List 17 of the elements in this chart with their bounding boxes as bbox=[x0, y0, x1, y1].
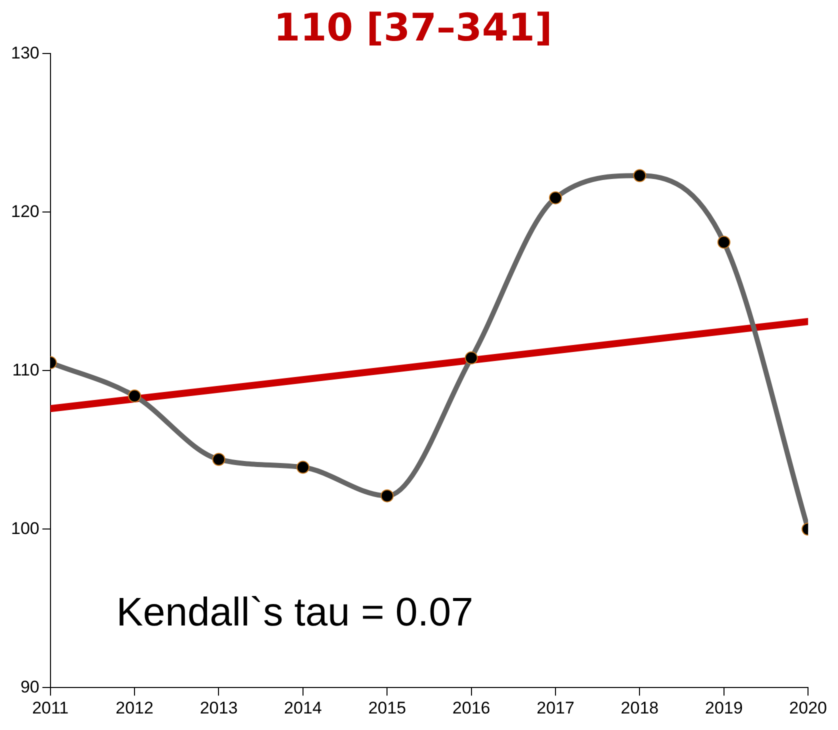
annotation: Kendall`s tau = 0.07 bbox=[116, 590, 474, 635]
x-tick-label: 2017 bbox=[536, 698, 574, 718]
x-tick-label: 2016 bbox=[452, 698, 490, 718]
y-tick-label: 110 bbox=[12, 360, 40, 380]
y-tick-label: 120 bbox=[10, 202, 40, 221]
x-tick-label: 2020 bbox=[789, 698, 828, 718]
x-tick-label: 2011 bbox=[32, 698, 69, 718]
x-tick-label: 2013 bbox=[200, 698, 238, 718]
x-tick-label: 2015 bbox=[368, 698, 406, 718]
y-tick-label: 90 bbox=[20, 677, 40, 696]
y-tick-label: 100 bbox=[10, 518, 40, 538]
x-tick-label: 2012 bbox=[116, 698, 154, 718]
x-tick-label: 2014 bbox=[284, 698, 322, 718]
x-tick-label: 2019 bbox=[704, 698, 743, 718]
y-tick-label: 130 bbox=[10, 43, 40, 62]
x-tick-label: 2018 bbox=[620, 698, 659, 718]
chart-title: 110 [37–341] bbox=[274, 6, 552, 50]
